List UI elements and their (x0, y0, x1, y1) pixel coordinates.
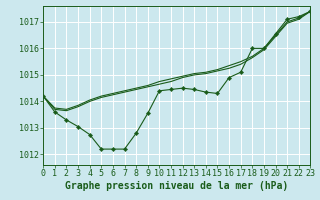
X-axis label: Graphe pression niveau de la mer (hPa): Graphe pression niveau de la mer (hPa) (65, 181, 288, 191)
